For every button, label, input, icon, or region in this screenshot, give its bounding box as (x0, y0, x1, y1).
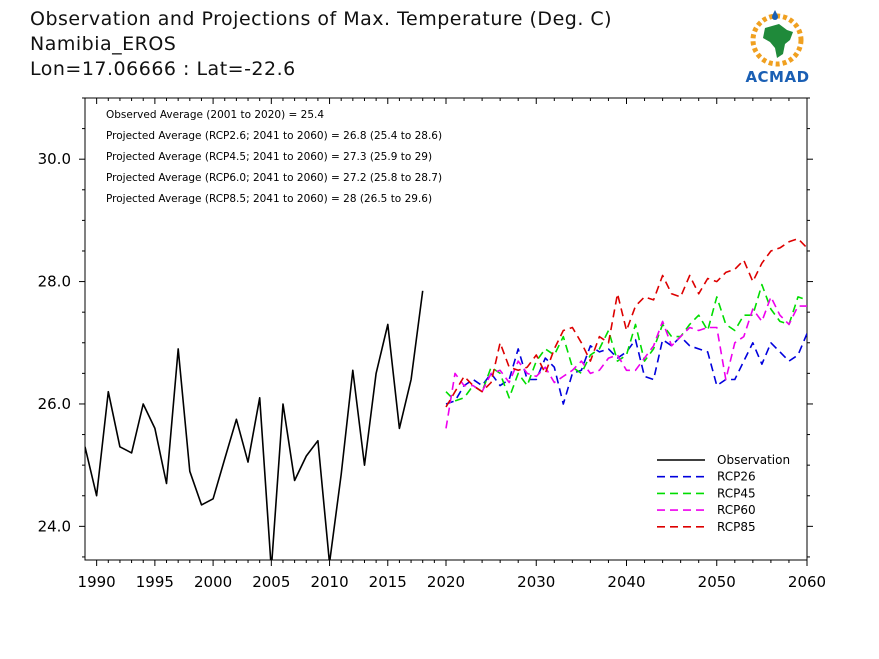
series-line-observation (85, 290, 424, 560)
x-tick-label: 2010 (310, 573, 348, 591)
x-tick-label: 2020 (427, 573, 465, 591)
x-tick-label: 2015 (369, 573, 407, 591)
x-tick-label: 2060 (788, 573, 826, 591)
y-tick-label: 26.0 (38, 395, 71, 413)
y-tick-label: 30.0 (38, 150, 71, 168)
x-tick-label: 2000 (194, 573, 232, 591)
y-tick-label: 24.0 (38, 517, 71, 535)
x-tick-label: 2005 (252, 573, 290, 591)
series-line-rcp26 (445, 333, 807, 405)
legend-label: RCP60 (717, 503, 756, 517)
y-tick-label: 28.0 (38, 273, 71, 291)
logo-text: ACMAD (745, 68, 810, 86)
chart-title-line2: Namibia_EROS (30, 33, 177, 55)
legend-label: Observation (717, 453, 790, 467)
annotation-line: Observed Average (2001 to 2020) = 25.4 (106, 109, 324, 121)
series-line-rcp45 (445, 283, 807, 402)
series-line-rcp85 (445, 237, 807, 408)
x-tick-label: 2040 (607, 573, 645, 591)
legend-label: RCP45 (717, 486, 756, 500)
x-tick-label: 1990 (78, 573, 116, 591)
legend-label: RCP85 (717, 520, 756, 534)
x-tick-label: 2030 (517, 573, 555, 591)
annotation-line: Projected Average (RCP2.6; 2041 to 2060)… (106, 130, 442, 142)
annotation-line: Projected Average (RCP4.5; 2041 to 2060)… (106, 151, 432, 163)
chart-title-line3: Lon=17.06666 : Lat=-22.6 (30, 58, 296, 80)
legend-label: RCP26 (717, 470, 756, 484)
annotation-line: Projected Average (RCP8.5; 2041 to 2060)… (106, 193, 432, 205)
x-tick-label: 1995 (136, 573, 174, 591)
x-tick-label: 2050 (698, 573, 736, 591)
series-line-rcp60 (445, 296, 807, 429)
africa-map-logo-icon (750, 10, 804, 67)
annotation-line: Projected Average (RCP6.0; 2041 to 2060)… (106, 172, 442, 184)
plot-area-frame (84, 97, 808, 561)
chart-title-line1: Observation and Projections of Max. Temp… (30, 8, 613, 30)
acmad-logo: ACMAD (735, 8, 820, 86)
